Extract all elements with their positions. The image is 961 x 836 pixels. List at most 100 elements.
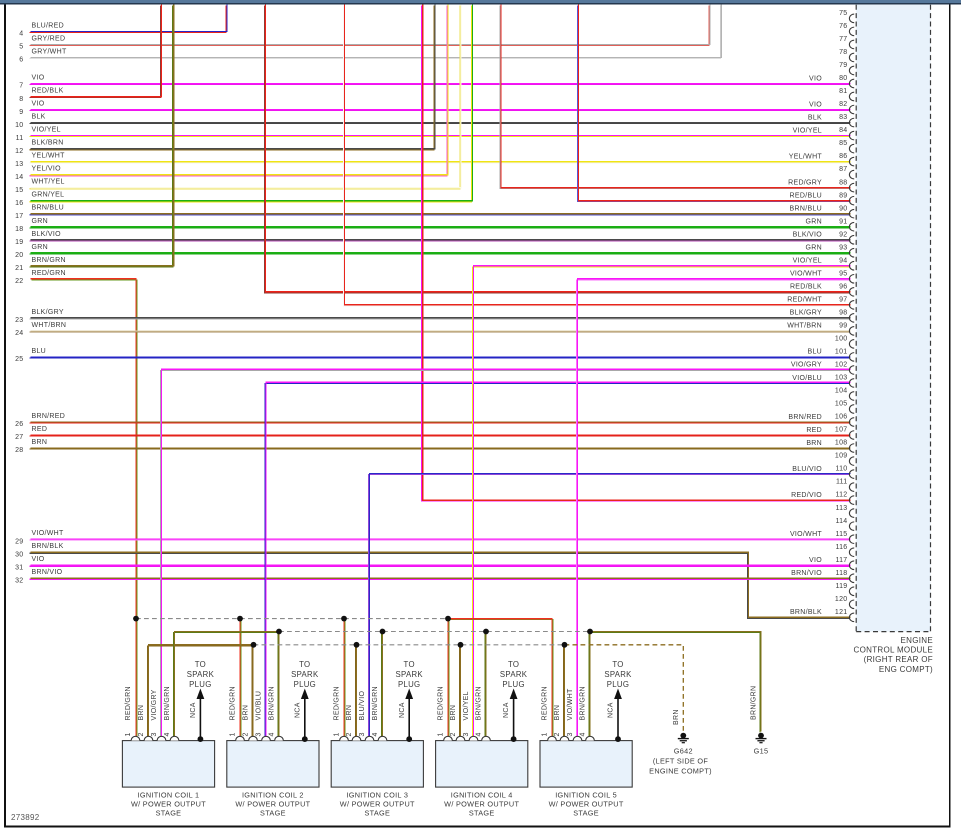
svg-text:113: 113 bbox=[835, 505, 847, 512]
svg-text:18: 18 bbox=[15, 226, 23, 233]
svg-text:85: 85 bbox=[839, 140, 847, 147]
svg-text:32: 32 bbox=[15, 577, 23, 584]
svg-text:96: 96 bbox=[839, 283, 847, 290]
svg-text:GRN/YEL: GRN/YEL bbox=[32, 192, 65, 199]
svg-text:IGNITION COIL 3: IGNITION COIL 3 bbox=[346, 791, 408, 800]
svg-text:101: 101 bbox=[835, 349, 848, 356]
svg-text:GRY/WHT: GRY/WHT bbox=[32, 49, 67, 56]
svg-text:BLK: BLK bbox=[32, 114, 46, 121]
svg-text:STAGE: STAGE bbox=[364, 809, 390, 818]
svg-text:6: 6 bbox=[19, 57, 23, 64]
svg-text:3: 3 bbox=[359, 732, 366, 736]
svg-text:BLU/VIO: BLU/VIO bbox=[359, 691, 366, 721]
svg-text:RED/GRN: RED/GRN bbox=[230, 686, 237, 720]
svg-text:8: 8 bbox=[19, 96, 23, 103]
svg-text:IGNITION COIL 4: IGNITION COIL 4 bbox=[451, 791, 513, 800]
svg-text:PLUG: PLUG bbox=[294, 680, 316, 689]
svg-text:W/ POWER OUTPUT: W/ POWER OUTPUT bbox=[340, 800, 415, 809]
svg-text:5: 5 bbox=[19, 44, 23, 51]
svg-text:VIO: VIO bbox=[32, 101, 45, 108]
svg-text:95: 95 bbox=[839, 270, 847, 277]
svg-text:100: 100 bbox=[835, 336, 848, 343]
svg-text:BRN/VIO: BRN/VIO bbox=[32, 569, 63, 576]
svg-text:2: 2 bbox=[243, 732, 250, 736]
svg-text:3: 3 bbox=[463, 732, 470, 736]
svg-text:BRN: BRN bbox=[554, 705, 561, 721]
svg-text:4: 4 bbox=[269, 732, 276, 736]
svg-text:RED: RED bbox=[806, 427, 822, 434]
svg-text:VIO: VIO bbox=[809, 101, 822, 108]
svg-text:NCA: NCA bbox=[399, 702, 406, 718]
svg-text:79: 79 bbox=[839, 62, 847, 69]
svg-text:YEL/VIO: YEL/VIO bbox=[32, 166, 62, 173]
svg-text:9: 9 bbox=[19, 109, 23, 116]
svg-text:3: 3 bbox=[256, 732, 263, 736]
svg-text:PLUG: PLUG bbox=[502, 680, 524, 689]
svg-text:87: 87 bbox=[839, 166, 847, 173]
svg-text:99: 99 bbox=[839, 322, 847, 329]
svg-text:STAGE: STAGE bbox=[469, 809, 495, 818]
svg-text:W/ POWER OUTPUT: W/ POWER OUTPUT bbox=[131, 800, 206, 809]
svg-text:G642: G642 bbox=[674, 747, 693, 756]
svg-text:1: 1 bbox=[542, 732, 549, 736]
svg-text:VIO: VIO bbox=[32, 556, 45, 563]
svg-text:BLK/BRN: BLK/BRN bbox=[32, 140, 64, 147]
svg-text:BRN: BRN bbox=[32, 439, 48, 446]
svg-text:BRN/BLK: BRN/BLK bbox=[32, 543, 64, 550]
svg-text:RED/BLU: RED/BLU bbox=[790, 192, 822, 199]
svg-text:121: 121 bbox=[835, 609, 848, 616]
svg-text:GRY/RED: GRY/RED bbox=[32, 36, 66, 43]
svg-text:(RIGHT REAR OF: (RIGHT REAR OF bbox=[864, 655, 933, 664]
svg-text:31: 31 bbox=[15, 564, 23, 571]
svg-text:120: 120 bbox=[835, 596, 848, 603]
svg-text:RED/GRN: RED/GRN bbox=[32, 270, 66, 277]
svg-text:91: 91 bbox=[839, 218, 847, 225]
svg-text:273892: 273892 bbox=[11, 813, 40, 822]
svg-text:BRN: BRN bbox=[673, 709, 680, 725]
svg-text:VIO/GRY: VIO/GRY bbox=[151, 689, 158, 720]
svg-text:118: 118 bbox=[835, 570, 847, 577]
svg-text:W/ POWER OUTPUT: W/ POWER OUTPUT bbox=[444, 800, 519, 809]
svg-text:109: 109 bbox=[835, 453, 848, 460]
svg-text:BRN/GRN: BRN/GRN bbox=[372, 686, 379, 720]
svg-text:2: 2 bbox=[138, 732, 145, 736]
svg-text:16: 16 bbox=[15, 200, 23, 207]
svg-text:17: 17 bbox=[15, 213, 23, 220]
svg-text:VIO/BLU: VIO/BLU bbox=[256, 691, 263, 721]
svg-text:117: 117 bbox=[835, 557, 847, 564]
svg-text:83: 83 bbox=[839, 114, 847, 121]
svg-text:BRN/RED: BRN/RED bbox=[788, 414, 822, 421]
svg-text:4: 4 bbox=[164, 732, 171, 736]
svg-text:BLK: BLK bbox=[808, 114, 822, 121]
svg-text:BRN/BLU: BRN/BLU bbox=[32, 205, 64, 212]
svg-text:94: 94 bbox=[839, 257, 847, 264]
svg-text:13: 13 bbox=[15, 161, 23, 168]
svg-text:81: 81 bbox=[839, 88, 847, 95]
svg-text:115: 115 bbox=[835, 531, 847, 538]
svg-text:10: 10 bbox=[15, 122, 23, 129]
svg-text:BRN/GRN: BRN/GRN bbox=[580, 686, 587, 720]
svg-text:11: 11 bbox=[16, 135, 24, 142]
svg-text:82: 82 bbox=[839, 101, 847, 108]
svg-text:90: 90 bbox=[839, 205, 847, 212]
svg-text:VIO/YEL: VIO/YEL bbox=[793, 127, 822, 134]
svg-text:28: 28 bbox=[15, 447, 23, 454]
svg-text:VIO/WHT: VIO/WHT bbox=[790, 271, 822, 278]
svg-text:YEL/WHT: YEL/WHT bbox=[32, 153, 66, 160]
svg-text:111: 111 bbox=[836, 479, 848, 486]
svg-text:IGNITION COIL 5: IGNITION COIL 5 bbox=[555, 791, 617, 800]
svg-text:GRN: GRN bbox=[32, 244, 48, 251]
svg-text:BRN: BRN bbox=[806, 440, 822, 447]
svg-text:ENGINE: ENGINE bbox=[901, 636, 933, 645]
svg-text:97: 97 bbox=[839, 296, 847, 303]
svg-text:BLU/RED: BLU/RED bbox=[32, 22, 64, 29]
svg-text:WHT/BRN: WHT/BRN bbox=[787, 323, 822, 330]
svg-text:23: 23 bbox=[15, 317, 23, 324]
svg-text:G15: G15 bbox=[754, 747, 769, 756]
svg-text:VIO/YEL: VIO/YEL bbox=[793, 258, 822, 265]
svg-text:RED/GRN: RED/GRN bbox=[334, 686, 341, 720]
svg-text:116: 116 bbox=[835, 544, 847, 551]
svg-text:TO: TO bbox=[404, 660, 415, 669]
svg-text:VIO/YEL: VIO/YEL bbox=[32, 127, 61, 134]
svg-text:GRN: GRN bbox=[32, 218, 48, 225]
